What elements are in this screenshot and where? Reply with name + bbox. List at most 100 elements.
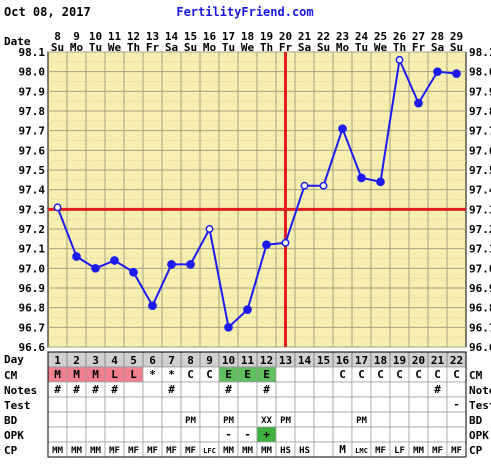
- observation-cell: [142, 426, 163, 443]
- temperature-point: [319, 181, 328, 190]
- observation-value: C: [206, 368, 213, 381]
- temperature-point: [167, 260, 176, 269]
- observation-value: MM: [413, 446, 424, 456]
- date-label: 13: [146, 30, 159, 43]
- observation-cell: [313, 411, 334, 428]
- y-tick-label: 97.4: [469, 184, 491, 197]
- observation-cell: [275, 381, 296, 398]
- weekday-label: Mo: [70, 41, 84, 54]
- observation-value: MF: [375, 446, 386, 456]
- temperature-line: [56, 56, 457, 330]
- y-tick-label: 97.8: [19, 105, 46, 118]
- observation-cell: [427, 411, 448, 428]
- date-label: 14: [165, 30, 179, 43]
- observation-cell: [161, 396, 182, 413]
- observation-cell: [180, 426, 201, 443]
- observation-cell: [427, 396, 448, 413]
- y-tick-label: 97.2: [19, 223, 46, 236]
- date-label: 10: [89, 30, 102, 43]
- observation-cell: [370, 426, 391, 443]
- observation-value: MF: [147, 446, 158, 456]
- observation-cell: [161, 411, 182, 428]
- temperature-point: [338, 124, 347, 134]
- y-tick-label: 97.1: [469, 243, 491, 256]
- observation-value: MF: [185, 446, 196, 456]
- row-label-left: Test: [4, 399, 31, 412]
- temperature-point: [110, 256, 119, 265]
- temperature-point: [72, 252, 81, 261]
- observation-cell: [142, 381, 163, 398]
- y-axis-right: 98.1 98.0 97.9 97.8 97.7 97.6 97.5 97.4 97.3 97.2…: [469, 46, 491, 354]
- y-axis-left: 98.1 98.0 97.9 97.8 97.7 97.6 97.5 97.4 97.3 97.2…: [19, 46, 46, 354]
- y-tick-label: 98.0: [19, 66, 46, 79]
- weekday-label: Tu: [89, 41, 102, 54]
- temperature-point: [433, 67, 442, 77]
- observation-cell: [332, 381, 353, 398]
- weekday-label: Mo: [336, 41, 350, 54]
- observation-cell: [332, 411, 353, 428]
- observation-value: -: [225, 428, 232, 441]
- y-tick-label: 98.1: [19, 46, 46, 59]
- y-tick-label: 97.7: [469, 125, 491, 138]
- observation-value: MF: [432, 446, 443, 456]
- weekday-label: Fr: [279, 41, 293, 54]
- y-tick-label: 96.6: [19, 341, 46, 354]
- y-tick-label: 98.1: [469, 46, 491, 59]
- observation-value: C: [339, 368, 346, 381]
- observation-cell: [370, 381, 391, 398]
- observation-cell: [389, 411, 410, 428]
- temperature-point: [262, 240, 271, 250]
- observation-cell: [370, 396, 391, 413]
- date-label: 11: [108, 30, 122, 43]
- plot-area: [47, 51, 467, 348]
- weekday-label: Fr: [146, 41, 160, 54]
- observation-cell: [351, 381, 372, 398]
- weekday-label: Su: [317, 41, 330, 54]
- temperature-point: [376, 177, 385, 187]
- observation-cell: [389, 426, 410, 443]
- date-label: 19: [260, 30, 273, 43]
- observation-value: LMC: [355, 447, 368, 455]
- cycle-day-label: 8: [187, 354, 194, 367]
- weekday-label: Tu: [355, 41, 368, 54]
- observation-cell: [313, 441, 334, 458]
- row-label-right: CM: [469, 369, 483, 382]
- y-tick-label: 97.5: [469, 164, 491, 177]
- observation-cell: [85, 426, 106, 443]
- observation-cell: [142, 396, 163, 413]
- observation-value: #: [168, 383, 175, 396]
- observation-cell: [237, 396, 258, 413]
- date-label: 20: [279, 30, 292, 43]
- observation-value: E: [244, 368, 251, 381]
- cycle-day-label: 14: [298, 354, 312, 367]
- weekday-label: Su: [184, 41, 197, 54]
- observation-cell: [104, 411, 125, 428]
- observation-cell: [408, 381, 429, 398]
- cycle-day-label: 17: [355, 354, 368, 367]
- observation-cell: [123, 411, 144, 428]
- observation-value: #: [111, 383, 118, 396]
- y-tick-label: 97.3: [19, 203, 46, 216]
- weekday-label: We: [374, 41, 388, 54]
- date-label: 24: [355, 30, 369, 43]
- cycle-day-label: 2: [73, 354, 80, 367]
- observation-cell: [104, 426, 125, 443]
- observation-value: #: [263, 383, 270, 396]
- observation-cell: [446, 381, 467, 398]
- y-tick-label: 98.0: [469, 66, 491, 79]
- y-tick-label: 96.7: [469, 321, 491, 334]
- date-label: 28: [431, 30, 444, 43]
- observation-cell: [47, 396, 68, 413]
- y-tick-label: 96.9: [19, 282, 46, 295]
- observation-cell: [47, 411, 68, 428]
- temperature-point: [205, 225, 214, 233]
- site-link[interactable]: FertilityFriend.com: [176, 5, 313, 19]
- observation-cell: [161, 426, 182, 443]
- weekday-label: Su: [450, 41, 463, 54]
- observation-cell: [408, 396, 429, 413]
- date-label: 18: [241, 30, 254, 43]
- observation-cell: [294, 381, 315, 398]
- observation-value: #: [92, 383, 99, 396]
- observation-cell: [256, 396, 277, 413]
